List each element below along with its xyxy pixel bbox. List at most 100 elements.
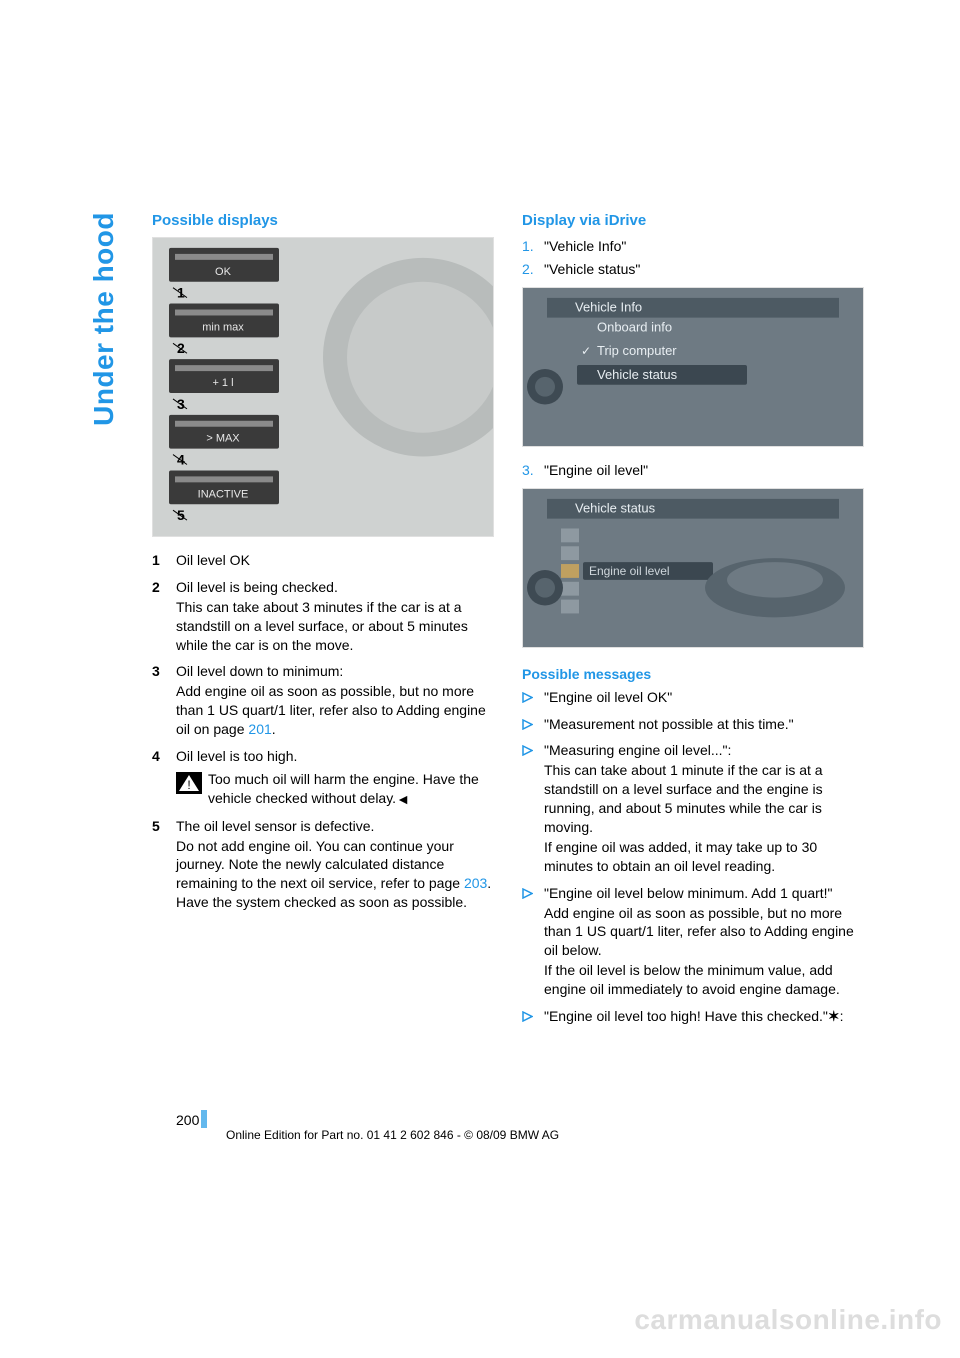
legend-text: This can take about 3 minutes if the car…: [176, 598, 494, 655]
footnote-star-icon: ✶: [828, 1008, 840, 1024]
legend-text: Oil level is too high.: [176, 747, 494, 766]
step-text: "Engine oil level": [544, 461, 864, 480]
left-column: Possible displays OK 1 min max 2 + 1 l 3 > MAX…: [152, 212, 494, 1034]
svg-text:✓: ✓: [581, 344, 591, 358]
legend-text: Oil level OK: [176, 551, 494, 570]
svg-text:5: 5: [177, 507, 185, 523]
legend-body: Oil level OK: [176, 551, 494, 570]
legend-row: 4Oil level is too high.! Too much oil wil…: [152, 747, 494, 809]
bullet-item: "Measurement not possible at this time.": [522, 715, 864, 734]
legend-number: 2: [152, 578, 176, 655]
bullet-arrow-icon: [522, 1008, 544, 1027]
legend-body: Oil level down to minimum:Add engine oil…: [176, 662, 494, 739]
page-content: Possible displays OK 1 min max 2 + 1 l 3 > MAX…: [152, 212, 864, 1034]
section-tab: Under the hood: [88, 212, 120, 426]
step-number: 3.: [522, 461, 544, 480]
bullet-item: "Engine oil level below minimum. Add 1 q…: [522, 884, 864, 999]
steps-before-screenshot-2: 3."Engine oil level": [522, 461, 864, 480]
watermark: carmanualsonline.info: [634, 1304, 942, 1336]
legend-body: Oil level is too high.! Too much oil will…: [176, 747, 494, 809]
bullet-arrow-icon: [522, 742, 544, 876]
legend-number: 3: [152, 662, 176, 739]
bullet-body: "Measurement not possible at this time.": [544, 715, 864, 734]
svg-text:Engine oil level: Engine oil level: [589, 564, 670, 578]
svg-text:3: 3: [177, 396, 185, 412]
figure-instrument-cluster: OK 1 min max 2 + 1 l 3 > MAX 4 INACTIVE 5: [152, 237, 494, 537]
step-item: 1."Vehicle Info": [522, 237, 864, 256]
svg-text:INACTIVE: INACTIVE: [198, 488, 249, 500]
bullet-text: If engine oil was added, it may take up …: [544, 838, 864, 876]
legend: 1Oil level OK2Oil level is being checked…: [152, 551, 494, 912]
step-text: "Vehicle Info": [544, 237, 864, 256]
page-number-bar: [201, 1110, 207, 1128]
end-marker-icon: ◄: [396, 790, 410, 809]
svg-text:Trip computer: Trip computer: [597, 343, 677, 358]
svg-text:> MAX: > MAX: [206, 433, 240, 445]
legend-text: Oil level down to minimum:: [176, 662, 494, 681]
legend-body: The oil level sensor is defective.Do not…: [176, 817, 494, 912]
step-item: 3."Engine oil level": [522, 461, 864, 480]
bullet-item: "Measuring engine oil level...":This can…: [522, 741, 864, 875]
bullet-body: "Engine oil level too high! Have this ch…: [544, 1007, 864, 1026]
svg-text:2: 2: [177, 340, 185, 356]
svg-text:OK: OK: [215, 266, 232, 278]
bullet-item: "Engine oil level too high! Have this ch…: [522, 1007, 864, 1026]
page-number: 200: [176, 1110, 207, 1128]
svg-text:!: !: [187, 778, 190, 792]
bullet-text: This can take about 1 minute if the car …: [544, 761, 864, 837]
svg-text:Vehicle status: Vehicle status: [597, 367, 677, 382]
steps-before-screenshot-1: 1."Vehicle Info"2."Vehicle status": [522, 237, 864, 279]
legend-row: 5The oil level sensor is defective.Do no…: [152, 817, 494, 912]
svg-text:4: 4: [177, 452, 185, 468]
bullet-body: "Engine oil level OK": [544, 688, 864, 707]
heading-possible-displays: Possible displays: [152, 212, 494, 229]
legend-text: Add engine oil as soon as possible, but …: [176, 682, 494, 739]
right-column: Display via iDrive 1."Vehicle Info"2."Ve…: [522, 212, 864, 1034]
svg-text:Vehicle status: Vehicle status: [575, 500, 655, 515]
bullet-text: Add engine oil as soon as possible, but …: [544, 904, 864, 961]
bullet-item: "Engine oil level OK": [522, 688, 864, 707]
bullet-arrow-icon: [522, 716, 544, 735]
heading-display-via-idrive: Display via iDrive: [522, 212, 864, 229]
figure-idrive-vehicle-status: Vehicle status Engine oil level: [522, 488, 864, 648]
step-number: 2.: [522, 260, 544, 279]
warning-box: ! Too much oil will harm the engine. Have…: [176, 770, 494, 809]
bullet-text: "Engine oil level too high! Have this ch…: [544, 1007, 864, 1026]
bullet-arrow-icon: [522, 689, 544, 708]
legend-body: Oil level is being checked.This can take…: [176, 578, 494, 655]
heading-possible-messages: Possible messages: [522, 666, 864, 682]
step-text: "Vehicle status": [544, 260, 864, 279]
legend-number: 1: [152, 551, 176, 570]
bullet-text: If the oil level is below the minimum va…: [544, 961, 864, 999]
legend-number: 5: [152, 817, 176, 912]
page-ref-link[interactable]: 201: [248, 721, 271, 737]
possible-messages-list: "Engine oil level OK" "Measurement not po…: [522, 688, 864, 1026]
legend-row: 3Oil level down to minimum:Add engine oi…: [152, 662, 494, 739]
legend-number: 4: [152, 747, 176, 809]
svg-text:Vehicle Info: Vehicle Info: [575, 300, 642, 315]
bullet-body: "Measuring engine oil level...":This can…: [544, 741, 864, 875]
warning-text: Too much oil will harm the engine. Have …: [208, 770, 494, 809]
footer-text: Online Edition for Part no. 01 41 2 602 …: [226, 1128, 559, 1142]
svg-text:min max: min max: [202, 321, 244, 333]
legend-text: Do not add engine oil. You can continue …: [176, 837, 494, 913]
bullet-arrow-icon: [522, 885, 544, 1000]
legend-text: Oil level is being checked.: [176, 578, 494, 597]
svg-text:1: 1: [177, 285, 185, 301]
step-item: 2."Vehicle status": [522, 260, 864, 279]
bullet-body: "Engine oil level below minimum. Add 1 q…: [544, 884, 864, 999]
svg-text:Onboard info: Onboard info: [597, 319, 672, 334]
page-number-value: 200: [176, 1112, 199, 1128]
bullet-text: "Engine oil level OK": [544, 688, 864, 707]
warning-icon: !: [176, 772, 202, 794]
bullet-text: "Measuring engine oil level...":: [544, 741, 864, 760]
page-ref-link[interactable]: 203: [464, 875, 487, 891]
legend-row: 1Oil level OK: [152, 551, 494, 570]
legend-text: The oil level sensor is defective.: [176, 817, 494, 836]
legend-row: 2Oil level is being checked.This can tak…: [152, 578, 494, 655]
bullet-text: "Engine oil level below minimum. Add 1 q…: [544, 884, 864, 903]
bullet-text: "Measurement not possible at this time.": [544, 715, 864, 734]
step-number: 1.: [522, 237, 544, 256]
figure-idrive-vehicle-info: Vehicle Info Onboard info ✓ Trip computer V…: [522, 287, 864, 447]
svg-text:+ 1 l: + 1 l: [212, 377, 233, 389]
